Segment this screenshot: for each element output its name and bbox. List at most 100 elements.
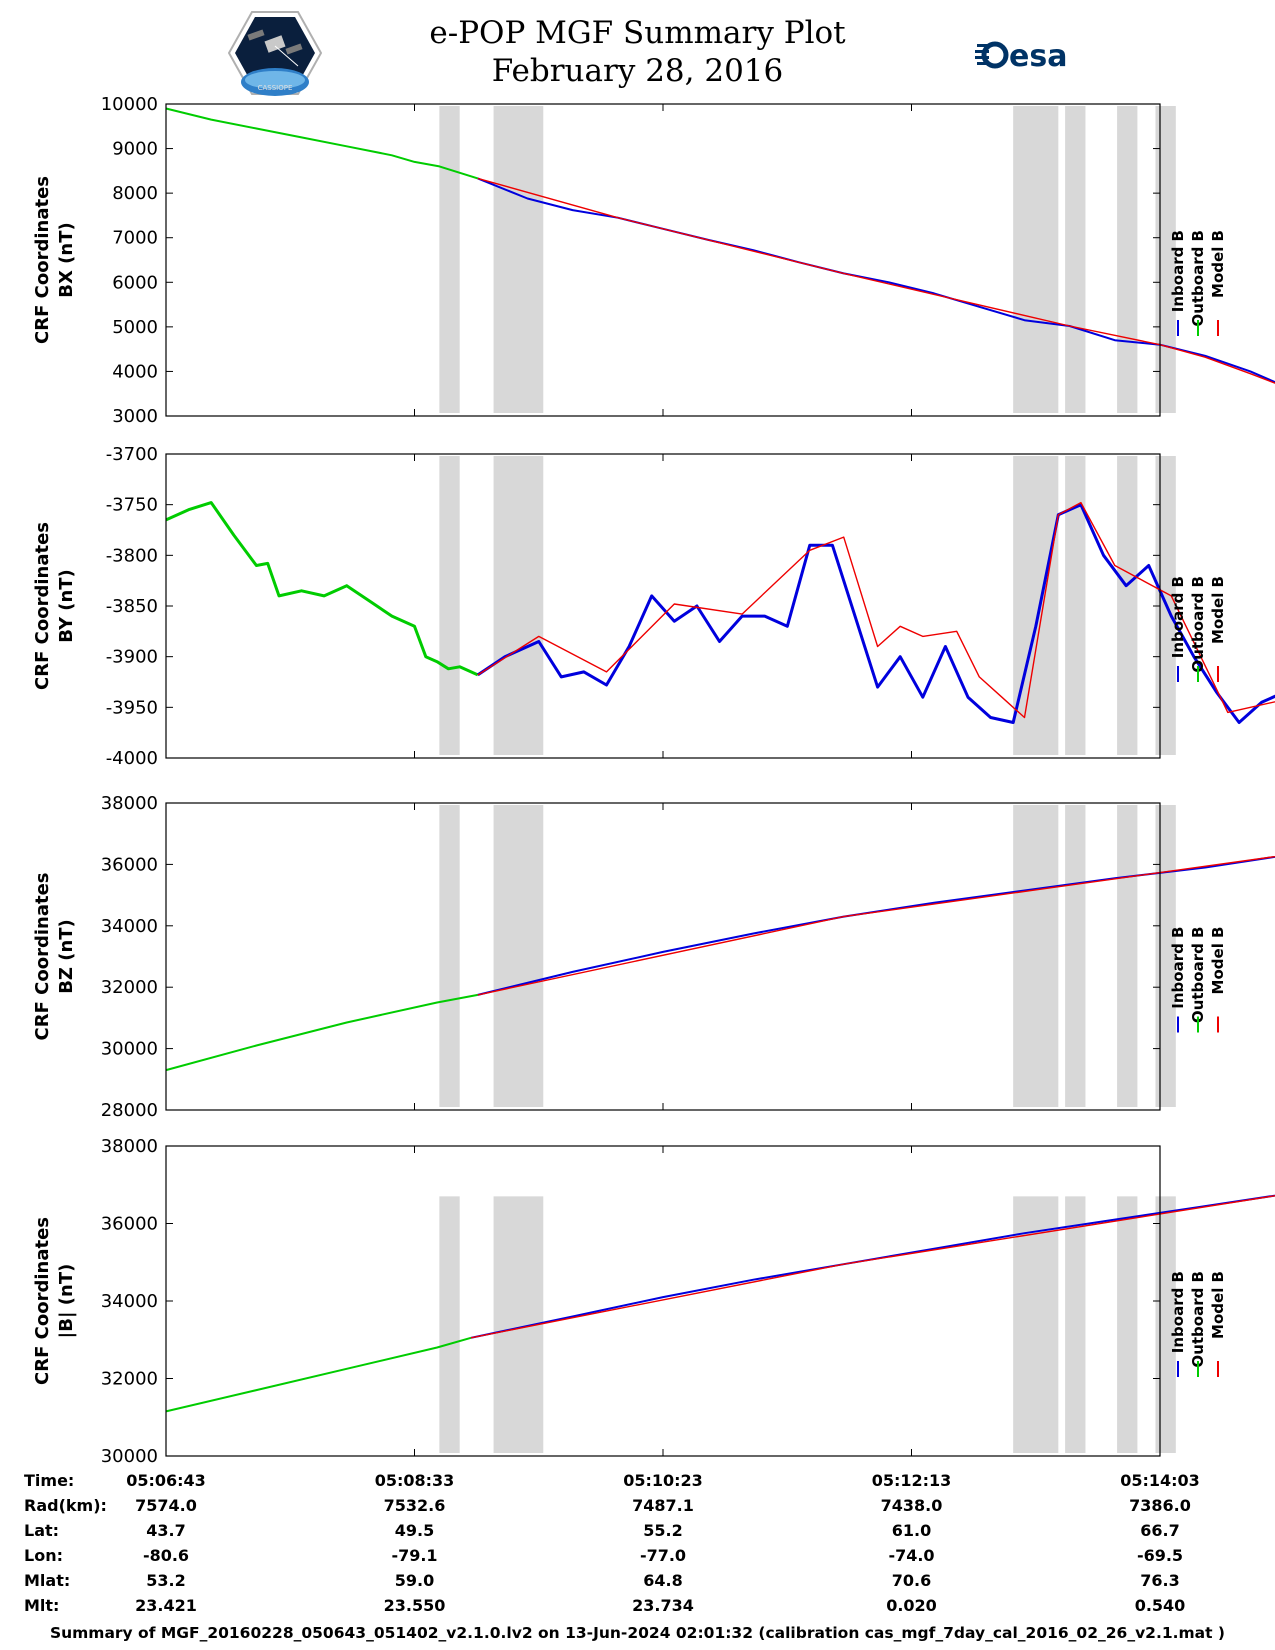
y-tick-label: -3750 [106,495,158,516]
legend-label: Inboard B [1169,576,1187,658]
ephemeris-value: 70.6 [892,1571,931,1590]
shaded-interval [493,456,544,755]
series-line-model-b [477,501,1275,719]
legend-label: Outboard B [1189,927,1207,1024]
y-tick-label: 36000 [101,1214,158,1235]
ephemeris-value: -69.5 [1137,1546,1183,1565]
shaded-interval [1065,106,1086,413]
ephemeris-value: 23.734 [632,1596,694,1615]
legend-label: Model B [1209,230,1227,298]
ephemeris-value: 05:06:43 [126,1471,206,1490]
ephemeris-label: Time: [24,1471,74,1490]
ephemeris-value: 55.2 [643,1521,682,1540]
y-tick-label: 3000 [112,406,158,427]
shaded-interval [493,106,544,413]
shaded-interval [439,456,460,755]
ephemeris-value: 05:08:33 [375,1471,455,1490]
y-tick-label: 32000 [101,1369,158,1390]
legend-label: Inboard B [1169,230,1187,312]
panel-4: 30000 32000 34000 36000 38000 CRF Coordinates… [32,1136,1275,1467]
ephemeris-value: 7487.1 [632,1496,694,1515]
ephemeris-value: 05:14:03 [1120,1471,1200,1490]
esa-logo: esa [975,39,1067,74]
ephemeris-value: 59.0 [395,1571,434,1590]
shaded-interval [1013,805,1059,1107]
ephemeris-value: 0.540 [1135,1596,1186,1615]
ephemeris-value: 23.550 [384,1596,446,1615]
shaded-interval [1013,1196,1059,1453]
series-line-inboard-b [477,177,1275,384]
ephemeris-value: 66.7 [1140,1521,1179,1540]
y-tick-label: -3900 [106,647,158,668]
legend-label: Model B [1209,576,1227,644]
panel-frame [165,453,1161,759]
shaded-interval [1117,456,1138,755]
shaded-interval [439,805,460,1107]
ephemeris-label: Mlt: [24,1596,59,1615]
cassiope-logo: CASSIOPE [228,11,322,96]
series-line-model-b [477,177,1275,384]
y-tick-label: 38000 [101,793,158,814]
series-line-outboard-b [165,993,478,1072]
ephemeris-value: 23.421 [135,1596,197,1615]
ephemeris-value: -77.0 [640,1546,686,1565]
plot-title-block: e-POP MGF Summary Plot February 28, 2016 [0,14,1275,90]
y-tick-label: -3850 [106,596,158,617]
ephemeris-value: 7438.0 [881,1496,943,1515]
legend-label: Inboard B [1169,927,1187,1009]
ephemeris-value: -80.6 [143,1546,189,1565]
y-tick-label: 34000 [101,916,158,937]
panel-frame [165,802,1161,1111]
y-tick-label: -3950 [106,697,158,718]
ephemeris-table: Time: 05:06:43 05:08:33 05:10:23 05:12:13 05:… [24,1471,1200,1615]
legend-label: Outboard B [1189,230,1207,327]
y-axis-label: CRF Coordinates [32,522,53,690]
y-tick-label: -3700 [106,444,158,465]
shaded-interval [1117,106,1138,413]
y-axis-label: CRF Coordinates [32,1217,53,1385]
series-line-inboard-b [477,855,1275,996]
y-tick-label: 32000 [101,977,158,998]
panel-frame [165,1145,1161,1457]
ephemeris-value: 76.3 [1140,1571,1179,1590]
shaded-interval [1013,106,1059,413]
ephemeris-label: Lat: [24,1521,59,1540]
series-line-inboard-b [476,503,1275,724]
y-tick-label: 6000 [112,272,158,293]
ephemeris-value: -74.0 [888,1546,934,1565]
shaded-interval [439,106,460,413]
ephemeris-label: Lon: [24,1546,63,1565]
legend-label: Model B [1209,927,1227,995]
panel-3: 28000 30000 32000 34000 36000 38000 CRF Coordi… [32,793,1275,1121]
shaded-interval [493,805,544,1107]
y-axis-unit-label: BZ (nT) [56,919,77,994]
y-tick-label: 34000 [101,1291,158,1312]
series-line-model-b [470,1195,1275,1339]
series-line-model-b [477,855,1275,996]
ephemeris-value: 49.5 [395,1521,434,1540]
ephemeris-label: Rad(km): [24,1496,107,1515]
y-axis-unit-label: BX (nT) [56,222,77,297]
shaded-interval [1065,456,1086,755]
shaded-interval [1117,805,1138,1107]
y-tick-label: 38000 [101,1136,158,1157]
y-tick-label: 5000 [112,317,158,338]
ephemeris-value: 7386.0 [1129,1496,1191,1515]
y-tick-label: 4000 [112,361,158,382]
ephemeris-value: 53.2 [146,1571,185,1590]
legend-label: Outboard B [1189,1271,1207,1368]
footer-caption: Summary of MGF_20160228_050643_051402_v2… [49,1624,1226,1642]
legend-label: Outboard B [1189,576,1207,673]
y-axis-unit-label: |B| (nT) [56,1264,77,1339]
y-axis-unit-label: BY (nT) [56,569,77,643]
panels: 3000 4000 5000 6000 7000 8000 9000 10000 CRF Coo… [32,94,1275,1467]
shaded-interval [1117,1196,1138,1453]
ephemeris-label: Mlat: [24,1571,70,1590]
esa-logo-text: esa [1009,39,1067,74]
y-tick-label: 30000 [101,1446,158,1467]
y-tick-label: 9000 [112,139,158,160]
ephemeris-value: 64.8 [643,1571,682,1590]
ephemeris-value: 43.7 [146,1521,185,1540]
panel-2: -4000 -3950 -3900 -3850 -3800 -3750 -3700 CRF C… [32,444,1275,769]
